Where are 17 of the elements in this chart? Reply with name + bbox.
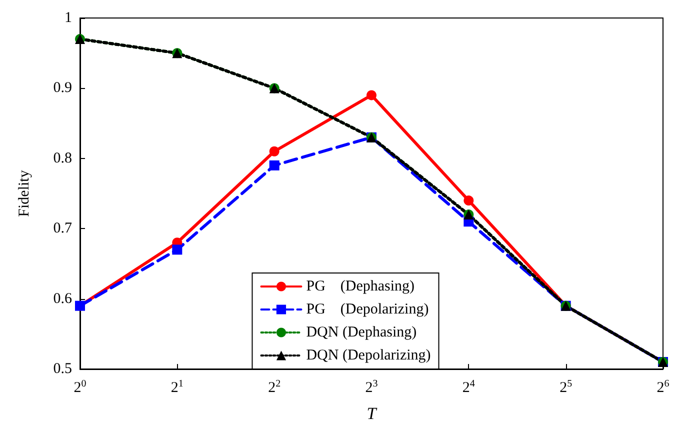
legend-label: DQN (Dephasing)	[306, 324, 417, 340]
point	[172, 244, 182, 255]
y-axis-title: Fidelity	[16, 170, 32, 217]
y-tick-label: 1	[64, 10, 72, 26]
y-tick-label: 0.6	[53, 290, 72, 307]
y-tick-label: 0.7	[53, 220, 72, 237]
point	[464, 196, 474, 206]
y-tick-label: 0.8	[53, 150, 72, 166]
point	[269, 146, 280, 156]
point	[366, 90, 376, 100]
point	[269, 160, 280, 170]
legend-label: PG (Dephasing)	[306, 278, 415, 294]
y-tick-label: 0.9	[53, 80, 72, 96]
x-axis-title: T	[366, 404, 378, 423]
y-tick-label: 0.5	[53, 361, 72, 377]
legend-label: DQN (Depolarizing)	[306, 348, 431, 364]
legend-label: PG (Depolarizing)	[306, 302, 429, 318]
